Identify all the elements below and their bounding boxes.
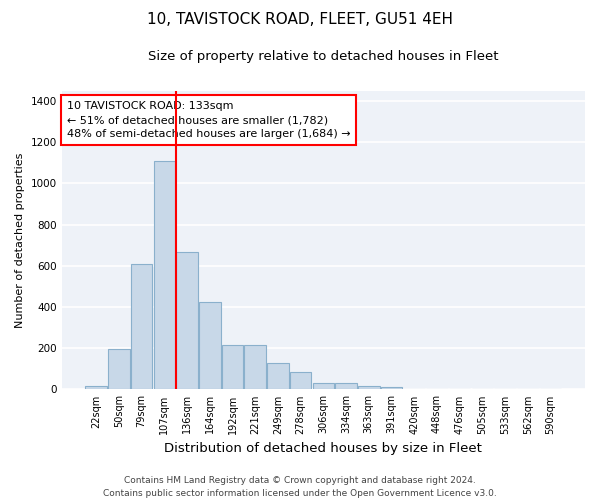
Bar [154, 160, 175, 390]
Bar [244, 345, 266, 390]
Bar [222, 345, 243, 390]
Bar [403, 389, 425, 390]
Bar [380, 388, 402, 390]
Text: 10 TAVISTOCK ROAD: 133sqm
← 51% of detached houses are smaller (1,782)
48% of se: 10 TAVISTOCK ROAD: 133sqm ← 51% of detac… [67, 101, 350, 139]
Text: Contains HM Land Registry data © Crown copyright and database right 2024.
Contai: Contains HM Land Registry data © Crown c… [103, 476, 497, 498]
Bar [85, 386, 107, 390]
X-axis label: Distribution of detached houses by size in Fleet: Distribution of detached houses by size … [164, 442, 482, 455]
Bar [108, 349, 130, 390]
Bar [176, 252, 198, 390]
Title: Size of property relative to detached houses in Fleet: Size of property relative to detached ho… [148, 50, 499, 63]
Bar [131, 264, 152, 390]
Bar [426, 389, 448, 390]
Bar [199, 302, 221, 390]
Bar [313, 383, 334, 390]
Bar [290, 372, 311, 390]
Y-axis label: Number of detached properties: Number of detached properties [15, 152, 25, 328]
Text: 10, TAVISTOCK ROAD, FLEET, GU51 4EH: 10, TAVISTOCK ROAD, FLEET, GU51 4EH [147, 12, 453, 28]
Bar [267, 362, 289, 390]
Bar [358, 386, 380, 390]
Bar [335, 383, 357, 390]
